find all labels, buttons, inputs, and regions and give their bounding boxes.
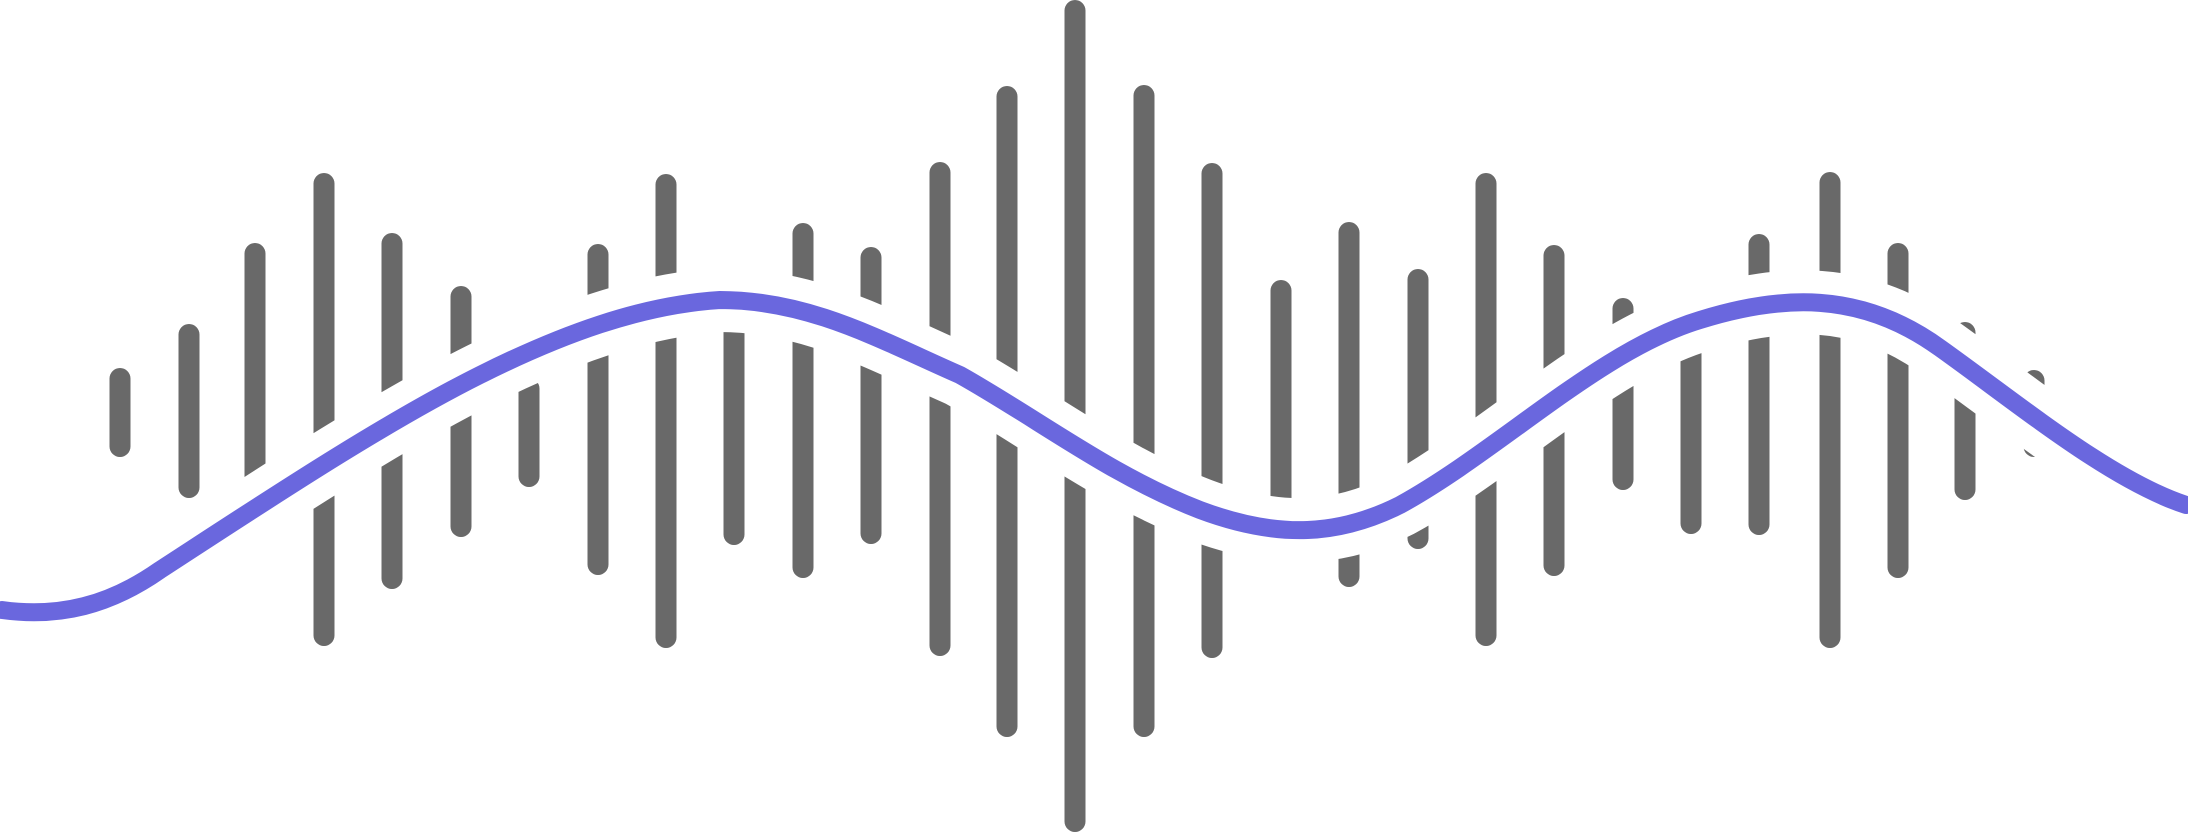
bar-20 — [1407, 269, 1429, 549]
bar-6 — [450, 286, 472, 537]
bar-27 — [1887, 243, 1909, 578]
bar-12 — [860, 247, 882, 544]
bar-17 — [1201, 163, 1223, 658]
bar-3 — [244, 243, 266, 540]
bar-9 — [655, 174, 677, 648]
bar-2 — [178, 324, 200, 498]
wave-ribbon — [0, 291, 2188, 622]
bar-25 — [1748, 234, 1770, 535]
bar-8 — [587, 244, 609, 575]
bar-15 — [1064, 0, 1086, 832]
bar-1 — [109, 368, 131, 457]
bar-26 — [1819, 172, 1841, 648]
bar-4 — [313, 173, 335, 646]
bar-18 — [1270, 280, 1292, 512]
bar-24 — [1680, 318, 1702, 534]
bar-19 — [1338, 222, 1360, 587]
bar-7 — [518, 378, 540, 487]
bar-5 — [381, 233, 403, 589]
bar-13 — [929, 162, 951, 656]
bar-28 — [1954, 322, 1976, 500]
bar-23 — [1612, 298, 1634, 490]
bar-21 — [1475, 173, 1497, 646]
bar-10 — [723, 269, 745, 545]
bar-11 — [792, 223, 814, 578]
bar-16 — [1133, 85, 1155, 737]
